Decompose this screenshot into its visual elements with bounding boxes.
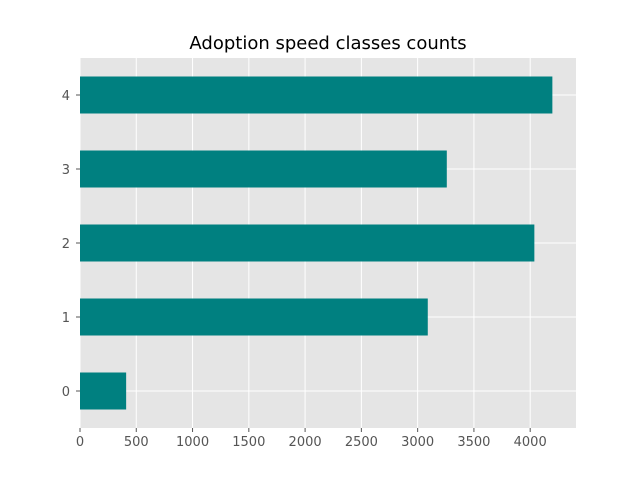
y-tick-label: 1 [62, 311, 70, 326]
x-tick-label: 3500 [457, 435, 490, 450]
x-tick-label: 0 [76, 435, 84, 450]
bar-4 [80, 76, 553, 114]
y-tick-label: 0 [62, 385, 70, 400]
x-tick-label: 4000 [514, 435, 547, 450]
x-tick-label: 1500 [232, 435, 265, 450]
x-tick-label: 2000 [289, 435, 322, 450]
bar-1 [80, 298, 428, 336]
y-tick-label: 2 [62, 237, 70, 252]
x-tick-label: 500 [124, 435, 149, 450]
x-tick-label: 1000 [176, 435, 209, 450]
x-tick-label: 3000 [401, 435, 434, 450]
chart-title: Adoption speed classes counts [189, 33, 466, 54]
bar-3 [80, 150, 447, 188]
y-tick-label: 4 [62, 89, 70, 104]
bar-0 [80, 372, 127, 410]
x-tick-label: 2500 [345, 435, 378, 450]
y-tick-label: 3 [62, 163, 70, 178]
x-axis-ticks: 0 500 1000 1500 2000 2500 3000 3500 4000 [76, 428, 547, 450]
bars [80, 76, 553, 410]
y-axis-ticks: 0 1 2 3 4 [62, 89, 80, 400]
bar-2 [80, 224, 535, 262]
